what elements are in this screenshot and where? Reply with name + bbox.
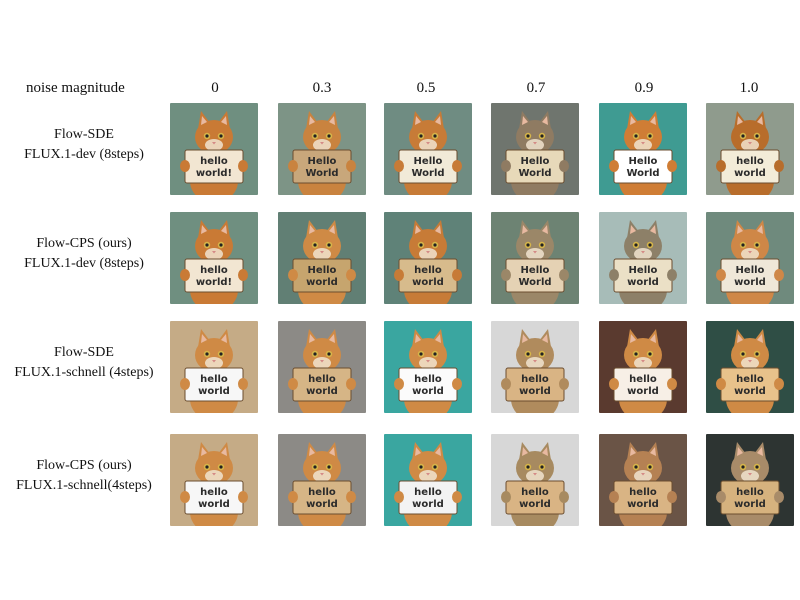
generated-image-tile: Hello World: [278, 103, 366, 195]
generated-image-tile: hello world: [599, 321, 687, 413]
generated-image-tile: hello world: [706, 103, 794, 195]
col-0-label: 0: [211, 80, 219, 96]
sign-text: hello world: [734, 156, 766, 179]
generated-image-tile: Hello World: [491, 212, 579, 304]
noise-magnitude-label: noise magnitude: [26, 80, 125, 96]
cat-illustration: hello world: [599, 434, 687, 526]
generated-image-tile: hello world: [170, 321, 258, 413]
generated-image-tile: Hello world: [278, 212, 366, 304]
cat-illustration: hello world: [706, 434, 794, 526]
sign-text: Hello World: [411, 156, 444, 179]
generated-image-tile: hello world: [384, 212, 472, 304]
cat-illustration: hello world!: [170, 212, 258, 304]
sign-text: hello world!: [196, 156, 232, 179]
cat-illustration: Hello world: [599, 212, 687, 304]
sign-text: Hello world: [734, 265, 766, 288]
generated-image-tile: hello world: [491, 321, 579, 413]
cat-illustration: hello world: [170, 321, 258, 413]
generated-image-tile: Hello world: [599, 212, 687, 304]
sign-text: hello world: [734, 374, 766, 397]
grid-row: Flow-SDE FLUX.1-schnell (4steps) hello wo…: [0, 321, 800, 413]
sign-text: hello world: [198, 374, 230, 397]
sign-text: hello world: [519, 487, 551, 510]
sign-text: hello world: [734, 487, 766, 510]
row-label: Flow-CPS (ours) FLUX.1-dev (8steps): [24, 236, 144, 271]
cat-illustration: hello world: [599, 321, 687, 413]
sign-text: hello world: [306, 487, 338, 510]
cat-illustration: Hello world: [278, 212, 366, 304]
cat-illustration: Hello World: [599, 103, 687, 195]
sign-text: Hello World: [626, 156, 659, 179]
sign-text: hello world!: [196, 265, 232, 288]
sign-text: hello world: [519, 374, 551, 397]
generated-image-tile: Hello World: [491, 103, 579, 195]
sign-text: hello world: [198, 487, 230, 510]
cat-illustration: Hello world: [706, 212, 794, 304]
sign-text: Hello World: [305, 156, 338, 179]
sign-text: hello world: [627, 374, 659, 397]
sign-text: hello world: [627, 487, 659, 510]
generated-image-tile: hello world!: [170, 212, 258, 304]
sign-text: Hello world: [627, 265, 659, 288]
generated-image-tile: Hello world: [706, 212, 794, 304]
sign-text: hello world: [412, 374, 444, 397]
generated-image-tile: hello world: [170, 434, 258, 526]
grid-row: Flow-SDE FLUX.1-dev (8steps) hello world!…: [0, 103, 800, 195]
cat-illustration: hello world: [384, 434, 472, 526]
cat-illustration: hello world: [706, 103, 794, 195]
generated-image-tile: hello world: [384, 321, 472, 413]
cat-illustration: hello world: [491, 434, 579, 526]
cat-illustration: Hello World: [278, 103, 366, 195]
sign-text: hello world: [412, 265, 444, 288]
sign-text: hello world: [306, 374, 338, 397]
sign-text: Hello world: [306, 265, 338, 288]
cat-illustration: hello world: [170, 434, 258, 526]
col-0-7-label: 0.7: [526, 80, 546, 96]
sign-text: Hello World: [518, 265, 551, 288]
cat-illustration: Hello World: [384, 103, 472, 195]
col-1-0-label: 1.0: [739, 80, 759, 96]
row-label: Flow-SDE FLUX.1-dev (8steps): [24, 127, 144, 162]
generated-image-tile: hello world: [599, 434, 687, 526]
row-label: Flow-CPS (ours) FLUX.1-schnell(4steps): [16, 458, 152, 493]
grid-row: Flow-CPS (ours) FLUX.1-schnell(4steps) h…: [0, 434, 800, 526]
cat-illustration: Hello World: [491, 103, 579, 195]
generated-image-tile: hello world: [384, 434, 472, 526]
cat-illustration: hello world: [491, 321, 579, 413]
col-0-5-label: 0.5: [416, 80, 436, 96]
generated-image-tile: hello world!: [170, 103, 258, 195]
generated-image-tile: Hello World: [599, 103, 687, 195]
grid-row: Flow-CPS (ours) FLUX.1-dev (8steps) hell…: [0, 212, 800, 304]
col-0-9-label: 0.9: [634, 80, 654, 96]
cat-illustration: hello world: [384, 321, 472, 413]
sign-text: hello world: [412, 487, 444, 510]
generated-image-tile: Hello World: [384, 103, 472, 195]
header-row: noise magnitude 0 0.3 0.5 0.7 0.9 1.0: [0, 74, 800, 102]
generated-image-tile: hello world: [491, 434, 579, 526]
cat-illustration: hello world!: [170, 103, 258, 195]
cat-illustration: Hello World: [491, 212, 579, 304]
cat-illustration: hello world: [278, 321, 366, 413]
row-label: Flow-SDE FLUX.1-schnell (4steps): [14, 345, 154, 380]
cat-illustration: hello world: [384, 212, 472, 304]
col-0-3-label: 0.3: [312, 80, 332, 96]
sign-text: Hello World: [518, 156, 551, 179]
generated-image-tile: hello world: [706, 434, 794, 526]
generated-image-tile: hello world: [278, 434, 366, 526]
generated-image-tile: hello world: [278, 321, 366, 413]
cat-illustration: hello world: [706, 321, 794, 413]
cat-illustration: hello world: [278, 434, 366, 526]
generated-image-tile: hello world: [706, 321, 794, 413]
